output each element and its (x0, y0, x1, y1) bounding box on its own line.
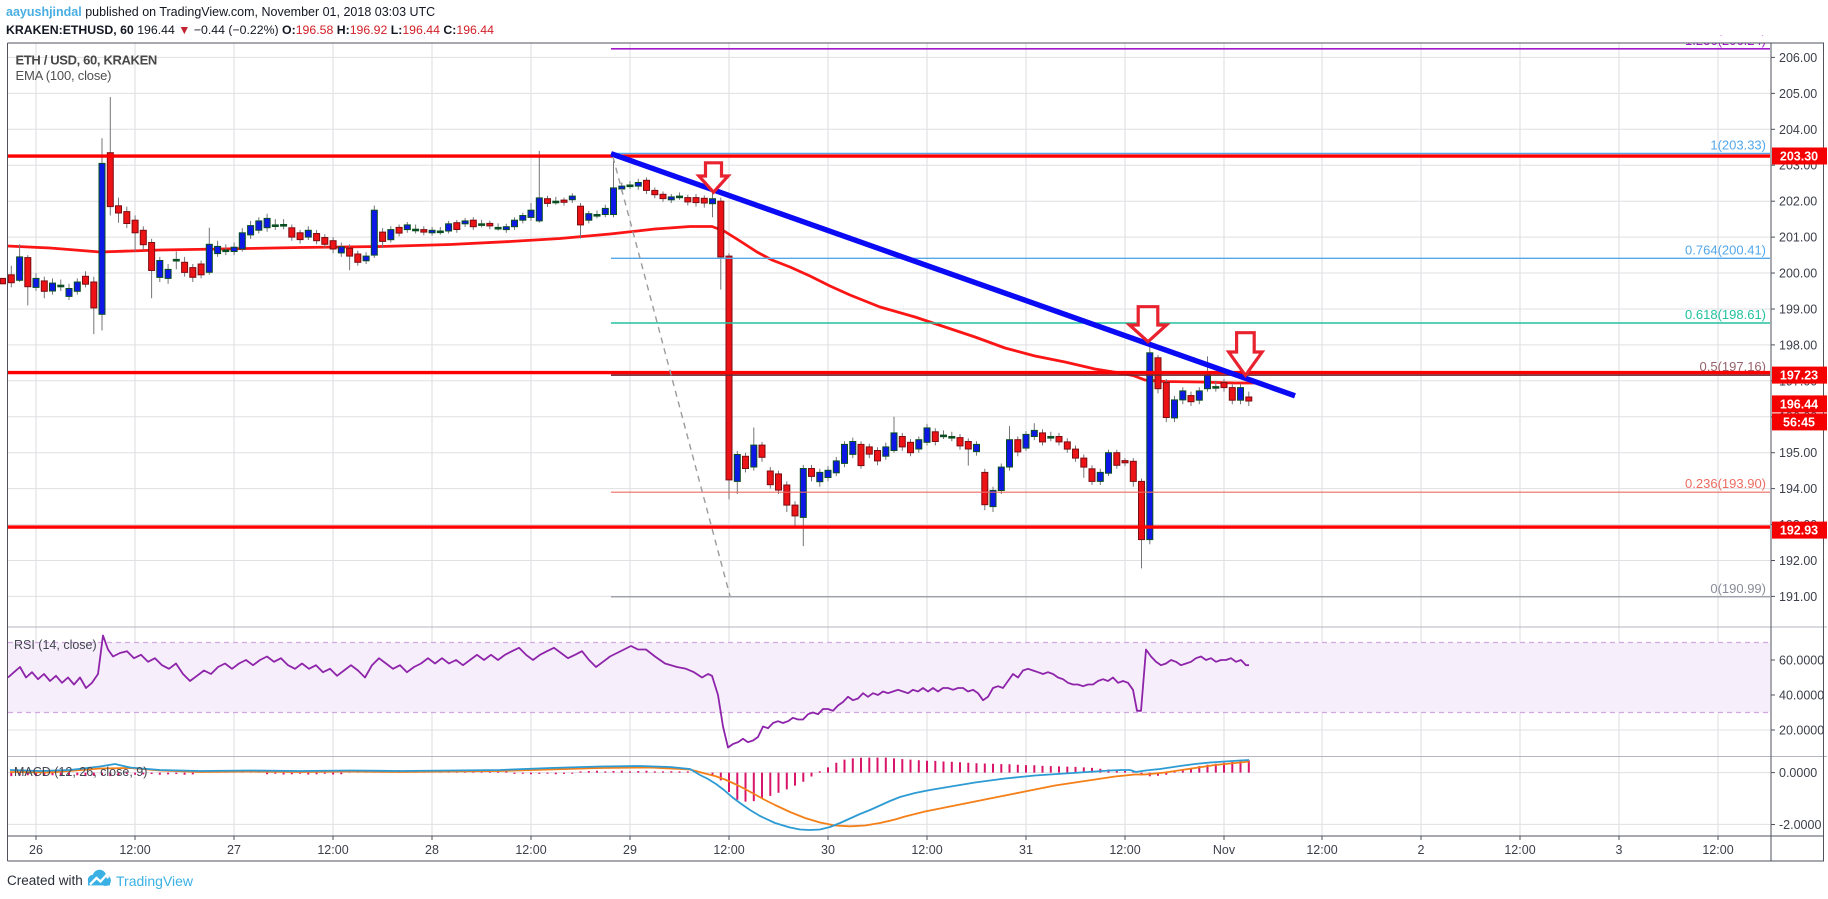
svg-text:0.764(200.41): 0.764(200.41) (1685, 242, 1766, 257)
svg-text:40.0000: 40.0000 (1779, 689, 1824, 703)
svg-text:202.00: 202.00 (1779, 195, 1817, 209)
svg-text:2: 2 (1418, 843, 1425, 857)
svg-text:26: 26 (29, 843, 43, 857)
svg-text:TradingView: TradingView (116, 873, 194, 889)
svg-text:0.0000: 0.0000 (1779, 766, 1817, 780)
svg-text:12:00: 12:00 (911, 843, 942, 857)
svg-text:56:45: 56:45 (1783, 415, 1815, 429)
svg-text:195.00: 195.00 (1779, 446, 1817, 460)
svg-text:-2.0000: -2.0000 (1779, 818, 1821, 832)
svg-text:12:00: 12:00 (1702, 843, 1733, 857)
svg-text:31: 31 (1019, 843, 1033, 857)
svg-text:30: 30 (821, 843, 835, 857)
svg-text:192.93: 192.93 (1780, 524, 1818, 538)
svg-text:aayushjindal published on Trad: aayushjindal published on TradingView.co… (6, 5, 435, 19)
svg-text:12:00: 12:00 (1504, 843, 1535, 857)
svg-text:29: 29 (623, 843, 637, 857)
svg-text:199.00: 199.00 (1779, 303, 1817, 317)
svg-text:204.00: 204.00 (1779, 123, 1817, 137)
svg-text:0.236(193.90): 0.236(193.90) (1685, 476, 1766, 491)
svg-text:EMA (100, close): EMA (100, close) (16, 68, 112, 83)
svg-text:MACD (12, 26, close, 9): MACD (12, 26, close, 9) (14, 765, 147, 779)
svg-text:20.0000: 20.0000 (1779, 724, 1824, 738)
svg-text:198.00: 198.00 (1779, 338, 1817, 352)
svg-text:1(203.33): 1(203.33) (1710, 137, 1766, 152)
svg-text:27: 27 (227, 843, 241, 857)
svg-text:200.00: 200.00 (1779, 267, 1817, 281)
svg-text:RSI (14, close): RSI (14, close) (14, 638, 97, 652)
svg-text:205.00: 205.00 (1779, 87, 1817, 101)
svg-text:192.00: 192.00 (1779, 554, 1817, 568)
svg-text:0(190.99): 0(190.99) (1710, 581, 1766, 596)
svg-text:12:00: 12:00 (317, 843, 348, 857)
svg-text:Created with: Created with (7, 873, 83, 888)
svg-text:206.00: 206.00 (1779, 51, 1817, 65)
svg-text:0.5(197.16): 0.5(197.16) (1700, 359, 1767, 374)
svg-text:Nov: Nov (1213, 843, 1236, 857)
svg-text:12:00: 12:00 (1306, 843, 1337, 857)
svg-text:194.00: 194.00 (1779, 482, 1817, 496)
svg-text:196.44: 196.44 (1780, 397, 1818, 411)
svg-text:203.30: 203.30 (1780, 150, 1818, 164)
svg-text:ETH / USD, 60, KRAKEN: ETH / USD, 60, KRAKEN (16, 53, 157, 68)
svg-text:191.00: 191.00 (1779, 590, 1817, 604)
svg-text:12:00: 12:00 (1109, 843, 1140, 857)
svg-text:12:00: 12:00 (713, 843, 744, 857)
svg-text:201.00: 201.00 (1779, 231, 1817, 245)
svg-text:3: 3 (1616, 843, 1623, 857)
svg-text:12:00: 12:00 (119, 843, 150, 857)
svg-text:60.0000: 60.0000 (1779, 654, 1824, 668)
svg-text:0.618(198.61): 0.618(198.61) (1685, 307, 1766, 322)
svg-text:KRAKEN:ETHUSD, 60 196.44 ▼ −0: KRAKEN:ETHUSD, 60 196.44 ▼ −0.44 (−0.22%… (6, 23, 494, 37)
svg-text:12:00: 12:00 (515, 843, 546, 857)
svg-text:28: 28 (425, 843, 439, 857)
svg-text:197.23: 197.23 (1780, 369, 1818, 383)
